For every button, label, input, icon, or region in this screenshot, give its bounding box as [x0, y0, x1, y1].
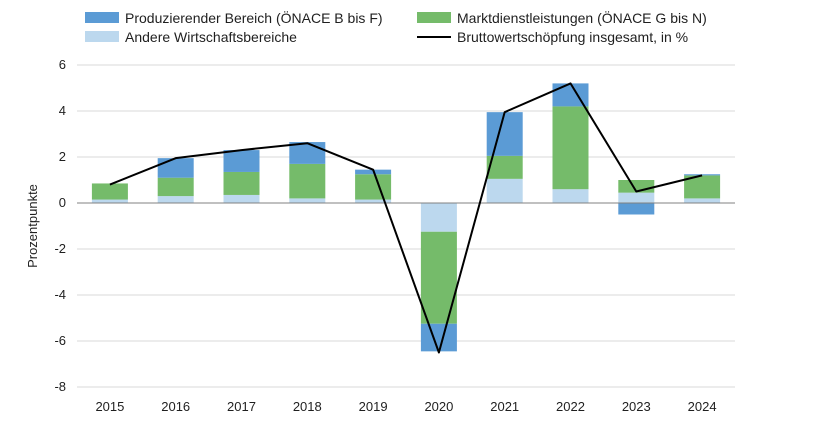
y-tick-label: -4 — [54, 287, 66, 302]
bar-andere-wirtschaftsbereiche-2021 — [486, 178, 523, 203]
legend-swatch-marktdienstleistungen-nace-g-bis-n — [417, 12, 451, 23]
y-tick-label: 0 — [59, 195, 66, 210]
legend: Produzierender Bereich (ÖNACE B bis F) Ma… — [85, 9, 707, 45]
legend-label-andere-wirtschaftsbereiche: Andere Wirtschaftsbereiche — [125, 29, 297, 45]
y-tick-label: -8 — [54, 379, 66, 394]
bar-marktdienstleistungen-nace-g-bis-n-2019 — [355, 174, 392, 200]
legend-swatch-produzierender-bereich-nace-b-bis-f — [85, 12, 119, 23]
x-tick-label: 2015 — [95, 399, 124, 414]
bar-andere-wirtschaftsbereiche-2023 — [618, 192, 655, 203]
x-tick-label: 2019 — [359, 399, 388, 414]
bar-andere-wirtschaftsbereiche-2017 — [223, 194, 260, 203]
y-axis-ticks: -8 -6 -4 -2 0 2 4 6 — [54, 57, 66, 394]
bar-produzierender-bereich-nace-b-bis-f-2024 — [684, 174, 721, 176]
legend-label-produzierender-bereich-nace-b-bis-f: Produzierender Bereich (ÖNACE B bis F) — [125, 9, 383, 26]
bar-andere-wirtschaftsbereiche-2015 — [91, 199, 128, 203]
bar-marktdienstleistungen-nace-g-bis-n-2018 — [289, 163, 326, 199]
bar-marktdienstleistungen-nace-g-bis-n-2024 — [684, 175, 721, 199]
x-tick-label: 2022 — [556, 399, 585, 414]
bar-marktdienstleistungen-nace-g-bis-n-2015 — [91, 183, 128, 200]
y-tick-label: 4 — [59, 103, 66, 118]
line-bruttowertsch-pfung-insgesamt-in — [109, 82, 703, 354]
legend-swatch-andere-wirtschaftsbereiche — [85, 31, 119, 42]
bar-produzierender-bereich-nace-b-bis-f-2023 — [618, 203, 655, 215]
legend-label-marktdienstleistungen-nace-g-bis-n: Marktdienstleistungen (ÖNACE G bis N) — [457, 9, 707, 26]
x-tick-label: 2018 — [293, 399, 322, 414]
bar-produzierender-bereich-nace-b-bis-f-2022 — [552, 83, 589, 107]
bar-andere-wirtschaftsbereiche-2019 — [355, 199, 392, 203]
bar-produzierender-bereich-nace-b-bis-f-2017 — [223, 150, 260, 172]
y-tick-label: 2 — [59, 149, 66, 164]
y-tick-label: -2 — [54, 241, 66, 256]
x-tick-label: 2024 — [688, 399, 717, 414]
y-tick-label: 6 — [59, 57, 66, 72]
x-tick-label: 2023 — [622, 399, 651, 414]
bar-andere-wirtschaftsbereiche-2020 — [420, 203, 457, 232]
bar-andere-wirtschaftsbereiche-2024 — [684, 198, 721, 203]
bar-marktdienstleistungen-nace-g-bis-n-2021 — [486, 155, 523, 179]
x-tick-label: 2016 — [161, 399, 190, 414]
bar-marktdienstleistungen-nace-g-bis-n-2016 — [157, 177, 194, 197]
bar-andere-wirtschaftsbereiche-2018 — [289, 198, 326, 203]
bar-andere-wirtschaftsbereiche-2016 — [157, 196, 194, 203]
x-axis-ticks: 2015 2016 2017 2018 2019 2020 2021 2022 2023 2024 — [95, 399, 716, 414]
x-tick-label: 2021 — [490, 399, 519, 414]
total-line-group — [109, 82, 703, 354]
bar-marktdienstleistungen-nace-g-bis-n-2017 — [223, 171, 260, 195]
legend-label-bruttowertsch-pfung-insgesamt-in: Bruttowertschöpfung insgesamt, in % — [457, 29, 688, 45]
bars — [91, 83, 721, 352]
x-tick-label: 2017 — [227, 399, 256, 414]
bar-produzierender-bereich-nace-b-bis-f-2020 — [420, 323, 457, 352]
bar-produzierender-bereich-nace-b-bis-f-2016 — [157, 158, 194, 178]
y-tick-label: -6 — [54, 333, 66, 348]
bar-andere-wirtschaftsbereiche-2022 — [552, 189, 589, 203]
gridlines — [77, 64, 735, 388]
x-tick-label: 2020 — [424, 399, 453, 414]
bar-marktdienstleistungen-nace-g-bis-n-2022 — [552, 106, 589, 190]
bar-produzierender-bereich-nace-b-bis-f-2021 — [486, 112, 523, 156]
y-axis-title: Prozentpunkte — [25, 184, 40, 268]
